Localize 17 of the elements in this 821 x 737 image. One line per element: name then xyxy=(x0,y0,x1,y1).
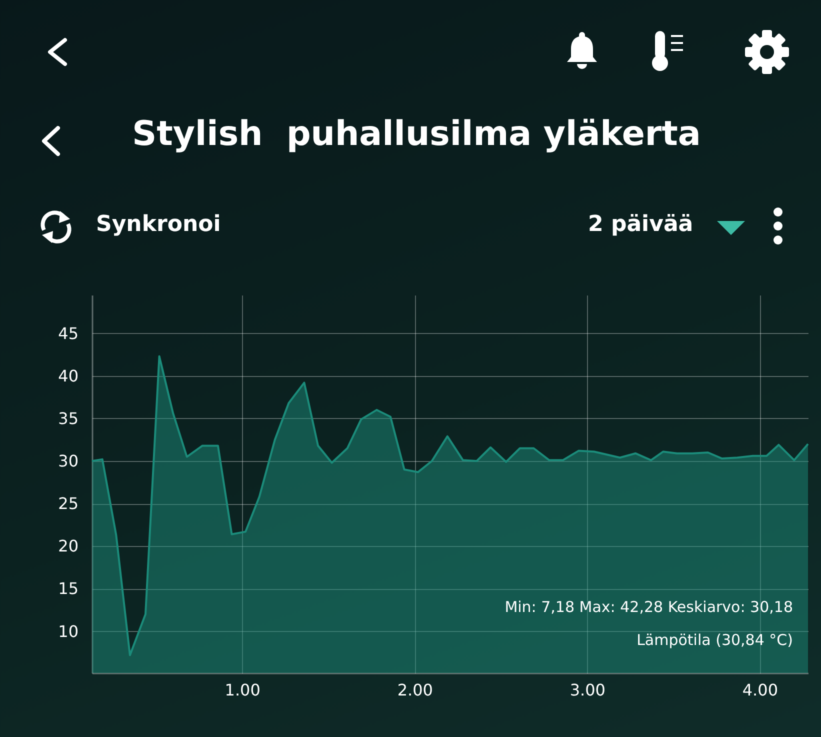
annotation: Lämpötila (30,84 °C) xyxy=(636,631,793,649)
x-tick-label: 1.00 xyxy=(224,680,260,700)
annotation: Min: 7,18 Max: 42,28 Keskiarvo: 30,18 xyxy=(504,598,793,616)
y-tick-label: 45 xyxy=(58,324,78,343)
x-tick-label: 2.00 xyxy=(397,680,433,700)
y-tick-label: 35 xyxy=(58,408,78,428)
y-tick-label: 30 xyxy=(58,452,78,471)
y-tick-label: 10 xyxy=(58,622,78,641)
x-tick-label: 3.00 xyxy=(570,680,606,700)
y-tick-label: 15 xyxy=(58,579,78,598)
x-tick-label: 4.00 xyxy=(742,680,778,700)
text: Synkronoi xyxy=(96,212,221,237)
text: 2 päivää xyxy=(588,212,694,237)
y-tick-label: 20 xyxy=(58,536,78,556)
chart-title: Stylish puhallusilma yläkerta xyxy=(131,114,702,154)
y-tick-label: 40 xyxy=(58,366,78,386)
y-tick-label: 25 xyxy=(58,494,78,514)
